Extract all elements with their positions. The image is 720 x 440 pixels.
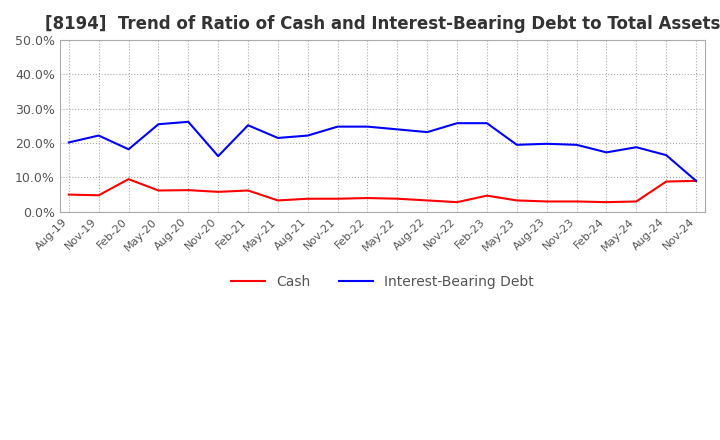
Cash — [602, 199, 611, 205]
Interest-Bearing Debt — [94, 133, 103, 138]
Interest-Bearing Debt — [572, 142, 581, 147]
Interest-Bearing Debt — [65, 140, 73, 145]
Cash — [393, 196, 402, 202]
Interest-Bearing Debt — [692, 178, 701, 183]
Cash — [125, 176, 133, 182]
Cash — [333, 196, 342, 202]
Cash — [482, 193, 491, 198]
Interest-Bearing Debt — [184, 119, 193, 125]
Interest-Bearing Debt — [602, 150, 611, 155]
Cash — [692, 178, 701, 183]
Cash — [363, 195, 372, 201]
Interest-Bearing Debt — [154, 121, 163, 127]
Cash — [542, 199, 551, 204]
Cash — [65, 192, 73, 197]
Cash — [274, 198, 282, 203]
Cash — [94, 193, 103, 198]
Interest-Bearing Debt — [214, 154, 222, 159]
Interest-Bearing Debt — [453, 121, 462, 126]
Cash — [572, 199, 581, 204]
Cash — [184, 187, 193, 193]
Interest-Bearing Debt — [333, 124, 342, 129]
Interest-Bearing Debt — [542, 141, 551, 147]
Interest-Bearing Debt — [393, 127, 402, 132]
Interest-Bearing Debt — [303, 133, 312, 138]
Interest-Bearing Debt — [423, 129, 431, 135]
Legend: Cash, Interest-Bearing Debt: Cash, Interest-Bearing Debt — [225, 269, 540, 294]
Interest-Bearing Debt — [482, 121, 491, 126]
Interest-Bearing Debt — [125, 147, 133, 152]
Cash — [453, 199, 462, 205]
Cash — [214, 189, 222, 194]
Cash — [662, 179, 670, 184]
Cash — [632, 199, 641, 204]
Line: Interest-Bearing Debt: Interest-Bearing Debt — [69, 122, 696, 181]
Cash — [243, 188, 252, 193]
Interest-Bearing Debt — [662, 153, 670, 158]
Interest-Bearing Debt — [243, 123, 252, 128]
Cash — [423, 198, 431, 203]
Cash — [513, 198, 521, 203]
Cash — [154, 188, 163, 193]
Interest-Bearing Debt — [274, 136, 282, 141]
Interest-Bearing Debt — [513, 142, 521, 147]
Title: [8194]  Trend of Ratio of Cash and Interest-Bearing Debt to Total Assets: [8194] Trend of Ratio of Cash and Intere… — [45, 15, 720, 33]
Interest-Bearing Debt — [363, 124, 372, 129]
Interest-Bearing Debt — [632, 145, 641, 150]
Line: Cash: Cash — [69, 179, 696, 202]
Cash — [303, 196, 312, 202]
